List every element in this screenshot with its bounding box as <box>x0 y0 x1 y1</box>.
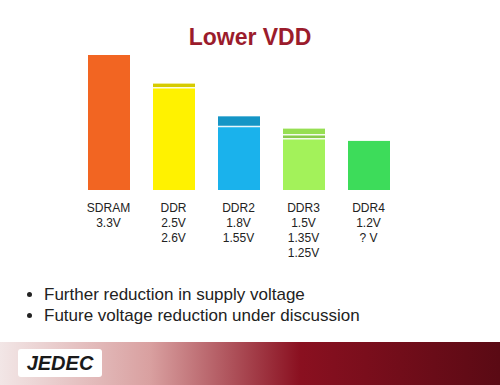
svg-text:1.5V: 1.5V <box>291 216 316 230</box>
html-text:Lower VDD: Lower VDD <box>188 24 312 50</box>
svg-text:1.8V: 1.8V <box>226 216 251 230</box>
svg-text:DDR4: DDR4 <box>352 201 385 215</box>
svg-text:DDR: DDR <box>161 201 187 215</box>
svg-text:1.35V: 1.35V <box>288 231 319 245</box>
svg-text:SDRAM: SDRAM <box>87 201 130 215</box>
svg-text:1.25V: 1.25V <box>288 246 319 260</box>
svg-text:DDR3: DDR3 <box>287 201 320 215</box>
svg-text:1.2V: 1.2V <box>356 216 381 230</box>
html-text:Future voltage reduction under: Future voltage reduction under discussio… <box>44 306 360 325</box>
svg-text:1.55V: 1.55V <box>223 231 254 245</box>
svg-text:2.6V: 2.6V <box>161 231 186 245</box>
html-text:JEDEC: JEDEC <box>26 351 94 374</box>
svg-text:2.5V: 2.5V <box>161 216 186 230</box>
svg-text:3.3V: 3.3V <box>96 216 121 230</box>
svg-text:? V: ? V <box>359 231 377 245</box>
html-text:Further reduction in supply vo: Further reduction in supply voltage <box>44 285 305 304</box>
svg-text:DDR2: DDR2 <box>222 201 255 215</box>
